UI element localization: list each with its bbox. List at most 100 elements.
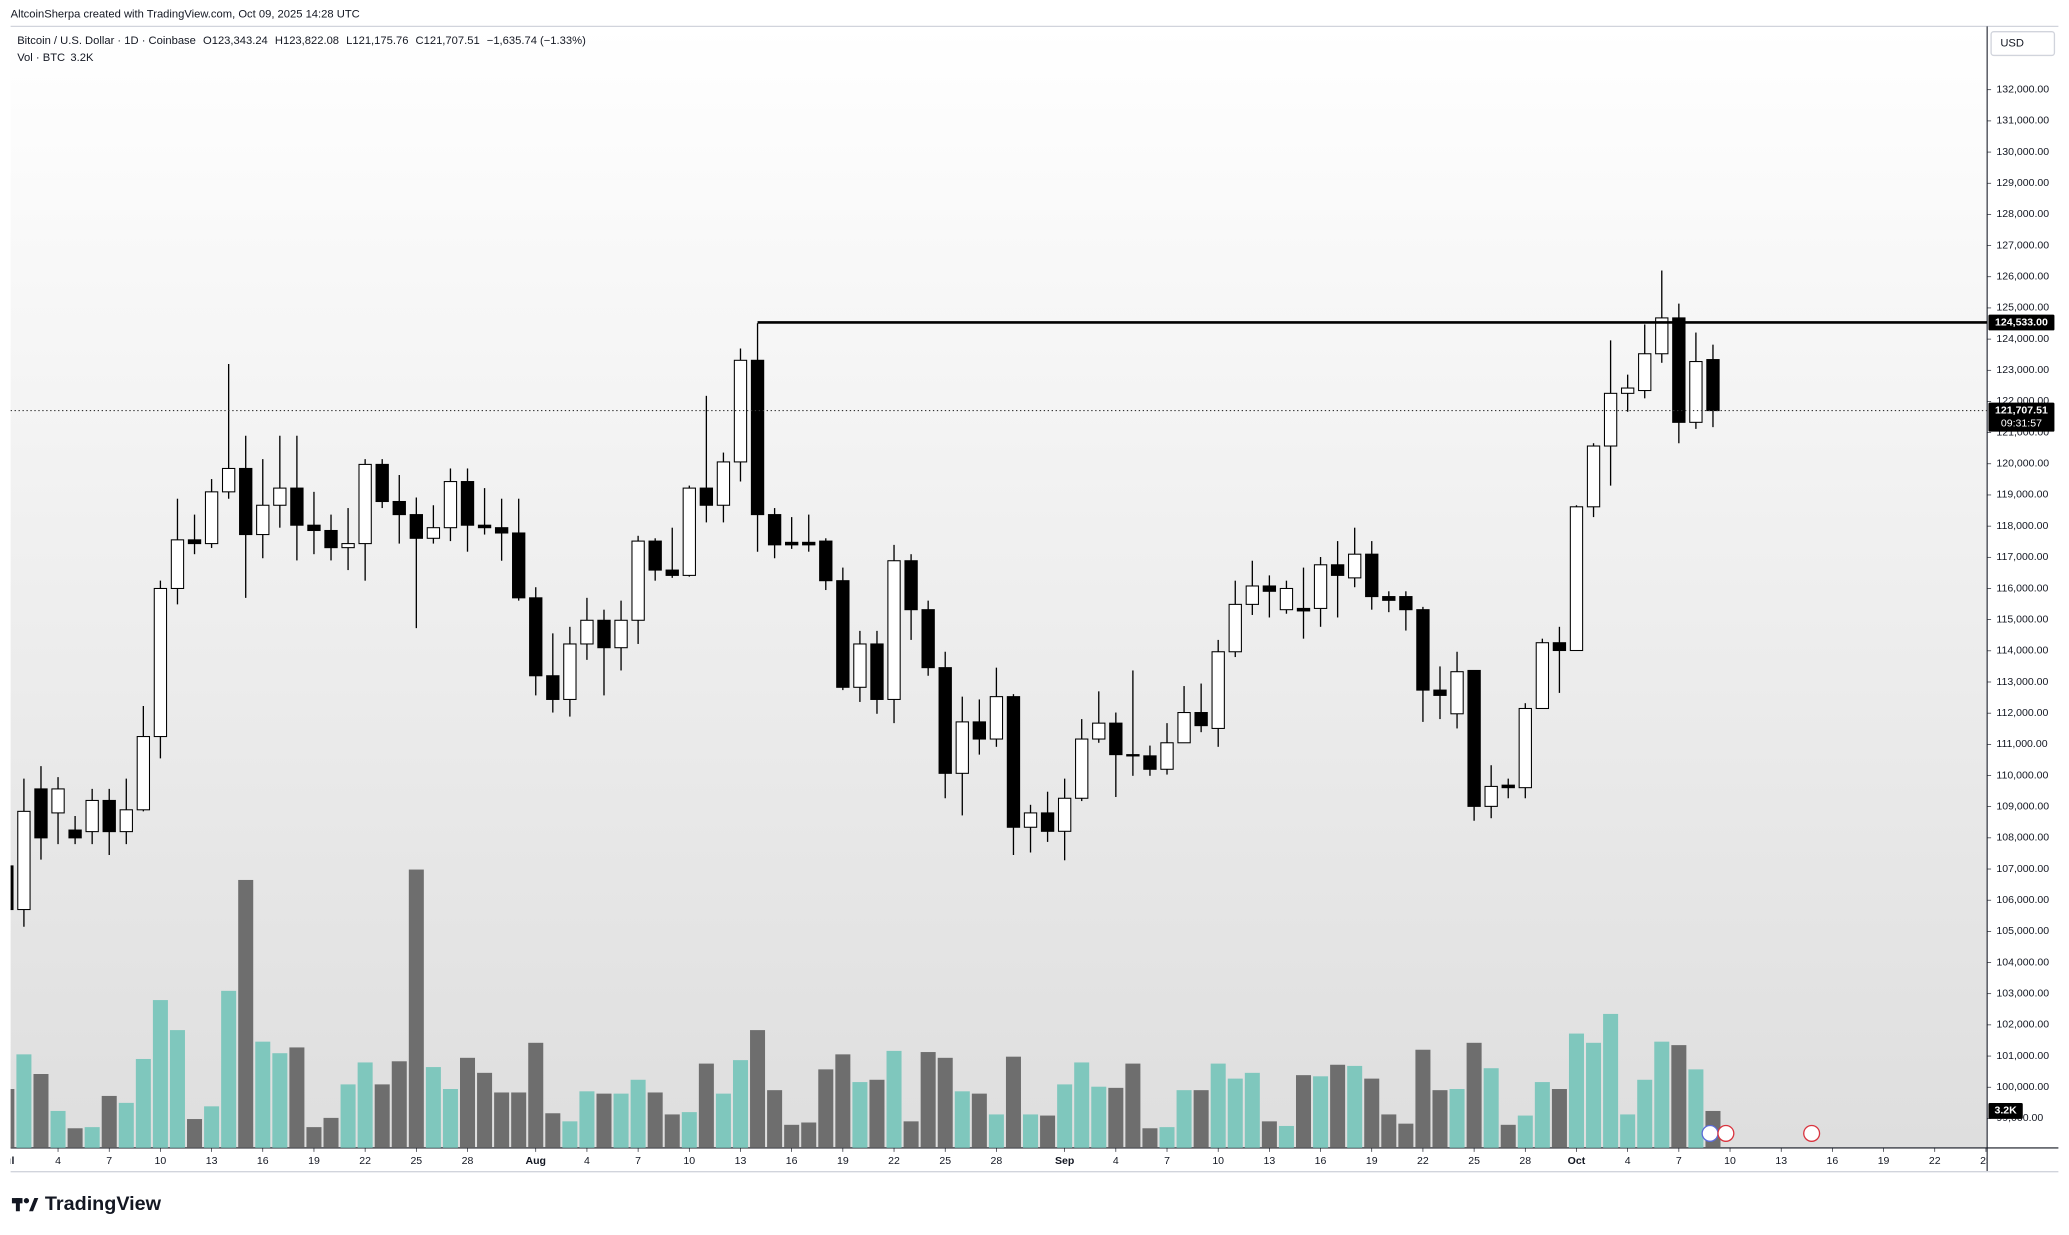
event-icon[interactable]: [1701, 1124, 1719, 1142]
volume-bar: [101, 1095, 117, 1148]
y-tick-label: 105,000.00: [1996, 925, 2049, 937]
volume-bar: [33, 1073, 49, 1148]
x-tick-label: 10: [155, 1155, 167, 1167]
last-price-label: 121,707.51: [1995, 404, 2048, 416]
volume-bar: [767, 1090, 783, 1148]
countdown: 09:31:57: [2001, 418, 2042, 430]
x-tick-label: 19: [308, 1155, 320, 1167]
volume-bar: [664, 1114, 680, 1148]
candle-body: [290, 487, 304, 526]
event-icon[interactable]: [1803, 1124, 1821, 1142]
volume-bar: [1091, 1086, 1107, 1148]
candle-body: [256, 504, 270, 536]
y-tick-label: 128,000.00: [1996, 208, 2049, 220]
candle-body: [1501, 784, 1515, 789]
x-tick-label: 22: [359, 1155, 371, 1167]
y-tick-label: 118,000.00: [1996, 520, 2048, 532]
symbol: Bitcoin / U.S. Dollar · 1D · Coinbase: [17, 35, 196, 47]
candle-body: [341, 543, 355, 549]
candle-body: [392, 500, 406, 516]
y-tick-label: 113,000.00: [1996, 676, 2048, 688]
y-tick-label: 119,000.00: [1996, 489, 2048, 501]
candle-body: [955, 721, 969, 774]
volume-bar: [425, 1067, 441, 1148]
candle-body: [699, 487, 714, 506]
candle-body: [1484, 785, 1498, 807]
volume-bar: [1074, 1062, 1090, 1148]
x-tick-label: 19: [1878, 1155, 1890, 1167]
candle-body: [853, 643, 867, 688]
volume-bar: [152, 1000, 168, 1148]
volume-bar: [1108, 1087, 1124, 1148]
candle-body: [1603, 392, 1618, 447]
volume-bar: [528, 1042, 544, 1148]
y-tick-label: 114,000.00: [1996, 645, 2048, 657]
candle-body: [358, 463, 372, 545]
x-tick-label: 22: [888, 1155, 900, 1167]
candle-body: [767, 514, 782, 546]
y-tick-label: 104,000.00: [1996, 956, 2049, 968]
brand-logo: TradingView: [11, 1193, 162, 1215]
volume-bar: [511, 1092, 527, 1148]
candle-body: [221, 467, 236, 493]
x-tick-label: 28: [1519, 1155, 1531, 1167]
volume-bar: [391, 1061, 407, 1148]
x-tick-label: 25: [1980, 1155, 1992, 1167]
currency[interactable]: USD: [2000, 38, 2024, 50]
volume-bar: [715, 1093, 731, 1148]
y-tick-label: 106,000.00: [1996, 894, 2049, 906]
y-tick-label: 111,000.00: [1996, 738, 2047, 750]
volume-bar: [1364, 1078, 1380, 1148]
volume-bar: [1193, 1090, 1209, 1148]
volume-bar: [1415, 1049, 1431, 1148]
volume-bar: [1534, 1082, 1550, 1148]
volume-bar: [596, 1093, 612, 1148]
candle-body: [1092, 722, 1106, 740]
x-tick-label: 4: [55, 1155, 61, 1167]
y-tick-label: 100,000.00: [1996, 1081, 2049, 1093]
candle-body: [1228, 603, 1242, 653]
candle-body: [324, 529, 338, 549]
logo-shape: [15, 1198, 20, 1212]
currency-box[interactable]: [1990, 31, 2056, 57]
volume-bar: [1671, 1045, 1687, 1148]
volume-bar: [784, 1124, 800, 1148]
volume-bar: [545, 1113, 561, 1148]
event-icon[interactable]: [1717, 1124, 1735, 1142]
candle-body: [273, 487, 287, 506]
x-tick-label: 25: [410, 1155, 422, 1167]
candle-body: [597, 619, 611, 649]
volume-bar: [1398, 1123, 1414, 1148]
level-label-box: [1988, 314, 2055, 331]
ohlc-value: 121,175.76: [352, 35, 408, 47]
volume-bar: [1159, 1127, 1175, 1148]
x-tick-label: Oct: [1568, 1155, 1586, 1167]
x-tick-label: 13: [735, 1155, 747, 1167]
x-tick-label: 16: [786, 1155, 798, 1167]
y-tick-label: 108,000.00: [1996, 832, 2049, 844]
candle-body: [563, 643, 577, 700]
y-tick-label: 130,000.00: [1996, 146, 2049, 158]
candle-body: [512, 532, 526, 599]
y-tick-label: 101,000.00: [1996, 1050, 2049, 1062]
volume-title: Vol · BTC: [17, 52, 65, 64]
change: −1,635.74 (−1.33%): [487, 35, 586, 47]
time-labels: Jul 4 7 10 13 16 19 22 25 28 Aug 4 7 10 13 16 19 22 25 28 Se…: [11, 1147, 1992, 1167]
candle-body: [477, 524, 492, 529]
x-tick-label: 10: [1212, 1155, 1224, 1167]
volume-bar: [408, 869, 424, 1148]
volume-bar: [1330, 1064, 1346, 1148]
candle-body: [136, 736, 151, 811]
candle-body: [904, 560, 918, 611]
candle-body: [1416, 609, 1430, 691]
candle-body: [716, 461, 731, 506]
logo-shape: [23, 1198, 30, 1204]
candle-body: [665, 569, 679, 576]
volume-bar: [323, 1117, 339, 1148]
x-tick-label: 16: [1827, 1155, 1839, 1167]
y-tick-label: 127,000.00: [1996, 239, 2049, 251]
volume-bar: [613, 1093, 629, 1148]
candle-body: [631, 540, 645, 621]
y-tick-label: 109,000.00: [1996, 800, 2049, 812]
y-tick-label: 121,000.00: [1996, 426, 2049, 438]
